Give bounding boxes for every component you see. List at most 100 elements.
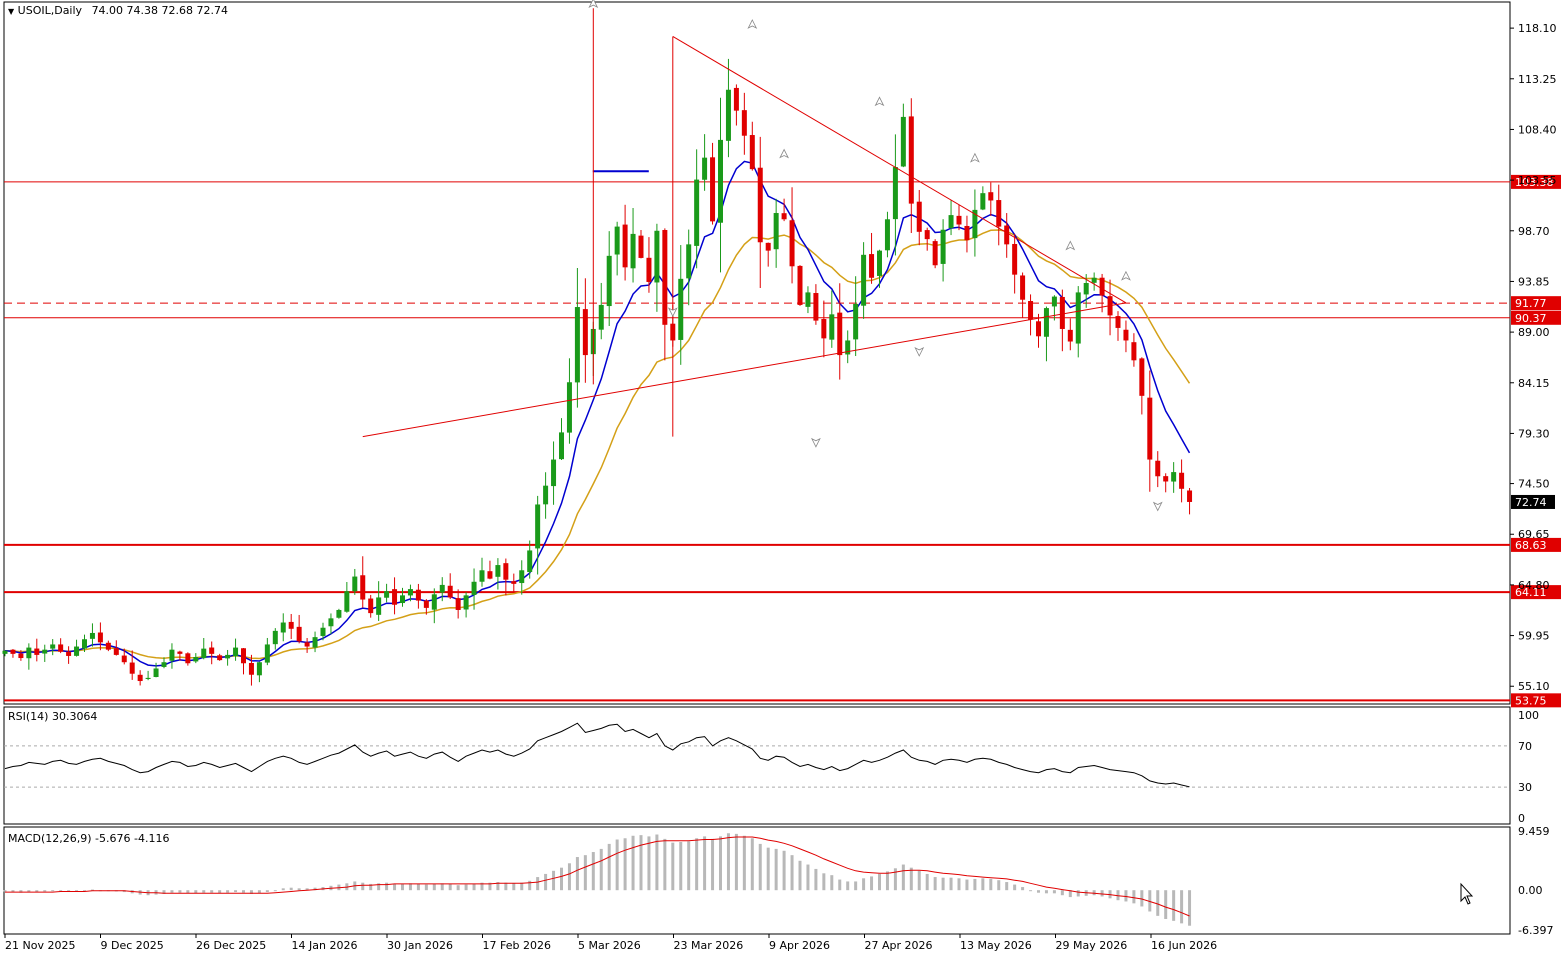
macd-histogram-bar (719, 836, 722, 891)
macd-histogram-bar (1044, 890, 1048, 894)
candle-body (344, 591, 350, 612)
price-tick-label: 103.55 (1518, 174, 1557, 187)
candle-body (773, 213, 779, 250)
collapse-triangle-icon[interactable]: ▼ (8, 7, 15, 16)
candle-body (1099, 277, 1105, 296)
macd-histogram-bar (949, 877, 953, 891)
fractal-arrow-icon (970, 152, 980, 163)
candle-body (423, 600, 429, 608)
macd-histogram-bar (242, 890, 245, 893)
macd-histogram-bar (1140, 890, 1144, 907)
candle-body (519, 570, 525, 584)
macd-histogram-bar (393, 883, 397, 891)
macd-histogram-bar (1124, 890, 1128, 902)
macd-histogram-bar (830, 875, 834, 891)
candle-body (145, 677, 151, 679)
candle-body (948, 215, 954, 229)
last-price-label: 72.74 (1515, 496, 1547, 509)
candle-body (988, 192, 994, 201)
macd-histogram-bar (607, 843, 611, 891)
candle-body (845, 340, 851, 355)
macd-histogram-bar (234, 890, 238, 893)
price-tick-label: 69.65 (1518, 528, 1550, 541)
macd-histogram-bar (504, 882, 508, 891)
macd-histogram-bar (43, 890, 47, 892)
macd-histogram-bar (416, 883, 420, 891)
candle-body (1004, 225, 1010, 245)
price-tick-label: 55.10 (1518, 680, 1550, 693)
macd-histogram-bar (941, 877, 945, 891)
candle-body (1075, 292, 1081, 344)
price-level-label: 90.37 (1515, 312, 1547, 325)
macd-histogram-bar (51, 890, 55, 892)
macd-histogram-bar (973, 878, 977, 891)
macd-histogram-bar (11, 890, 15, 893)
macd-tick-label: 9.459 (1518, 825, 1550, 838)
trendline (362, 302, 1127, 438)
fractal-arrow-icon (914, 347, 925, 357)
macd-histogram-bar (957, 878, 961, 891)
macd-histogram-bar (257, 890, 261, 894)
candle-body (161, 662, 167, 667)
candle-body (392, 589, 398, 605)
candle-body (1067, 329, 1073, 342)
candle-body (678, 278, 684, 340)
candle-body (964, 225, 970, 241)
candle-body (781, 213, 787, 220)
macd-signal-line (5, 836, 1190, 917)
candle-body (1012, 243, 1018, 275)
macd-histogram-bar (520, 882, 524, 891)
candle-body (217, 655, 223, 661)
macd-histogram-bar (981, 878, 985, 891)
candle-body (384, 591, 390, 598)
macd-histogram-bar (75, 890, 79, 892)
macd-histogram-bar (838, 879, 842, 891)
candle-body (407, 589, 413, 596)
candle-body (368, 598, 374, 614)
candle-body (741, 110, 747, 136)
macd-histogram-bar (790, 855, 794, 891)
macd-histogram-bar (687, 841, 691, 891)
price-tick-label: 59.95 (1518, 630, 1550, 643)
macd-histogram-bar (369, 883, 373, 891)
macd-histogram-bar (806, 864, 810, 891)
date-tick-label: 27 Apr 2026 (865, 939, 933, 952)
date-tick-label: 9 Dec 2025 (101, 939, 164, 952)
candle-body (1059, 296, 1065, 329)
candle-body (137, 674, 143, 682)
date-tick-label: 17 Feb 2026 (483, 939, 551, 952)
candle-body (312, 637, 318, 648)
macd-histogram-bar (862, 878, 866, 891)
macd-histogram-bar (448, 883, 452, 891)
macd-histogram-bar (885, 871, 889, 891)
macd-histogram-bar (480, 882, 484, 891)
candle-body (733, 87, 739, 111)
macd-histogram-bar (917, 870, 921, 891)
macd-histogram-bar (305, 888, 309, 891)
macd-histogram-bar (742, 835, 746, 891)
rsi-line (4, 722, 1190, 788)
candle-body (757, 167, 763, 243)
candle-body (10, 649, 16, 654)
macd-histogram-bar (1052, 890, 1056, 894)
candle-body (638, 235, 644, 258)
fractal-arrow-icon (667, 307, 678, 318)
macd-histogram-bar (210, 890, 214, 893)
macd-histogram-bar (432, 883, 436, 891)
candle-body (280, 622, 286, 633)
candle-body (694, 179, 700, 246)
candle-body (1020, 275, 1026, 300)
pane-frame (3, 706, 1511, 825)
macd-histogram-bar (997, 880, 1001, 891)
candle-body (248, 662, 254, 675)
price-level-tag (1511, 585, 1561, 600)
macd-histogram-bar (965, 879, 969, 891)
candle-body (1171, 472, 1177, 482)
candle-body (463, 595, 469, 610)
macd-histogram-bar (758, 843, 762, 891)
slow-moving-average-line (4, 229, 1191, 660)
macd-histogram-bar (1037, 890, 1040, 893)
candle-body (97, 632, 103, 643)
macd-label: MACD(12,26,9) -5.676 -4.116 (8, 832, 170, 845)
